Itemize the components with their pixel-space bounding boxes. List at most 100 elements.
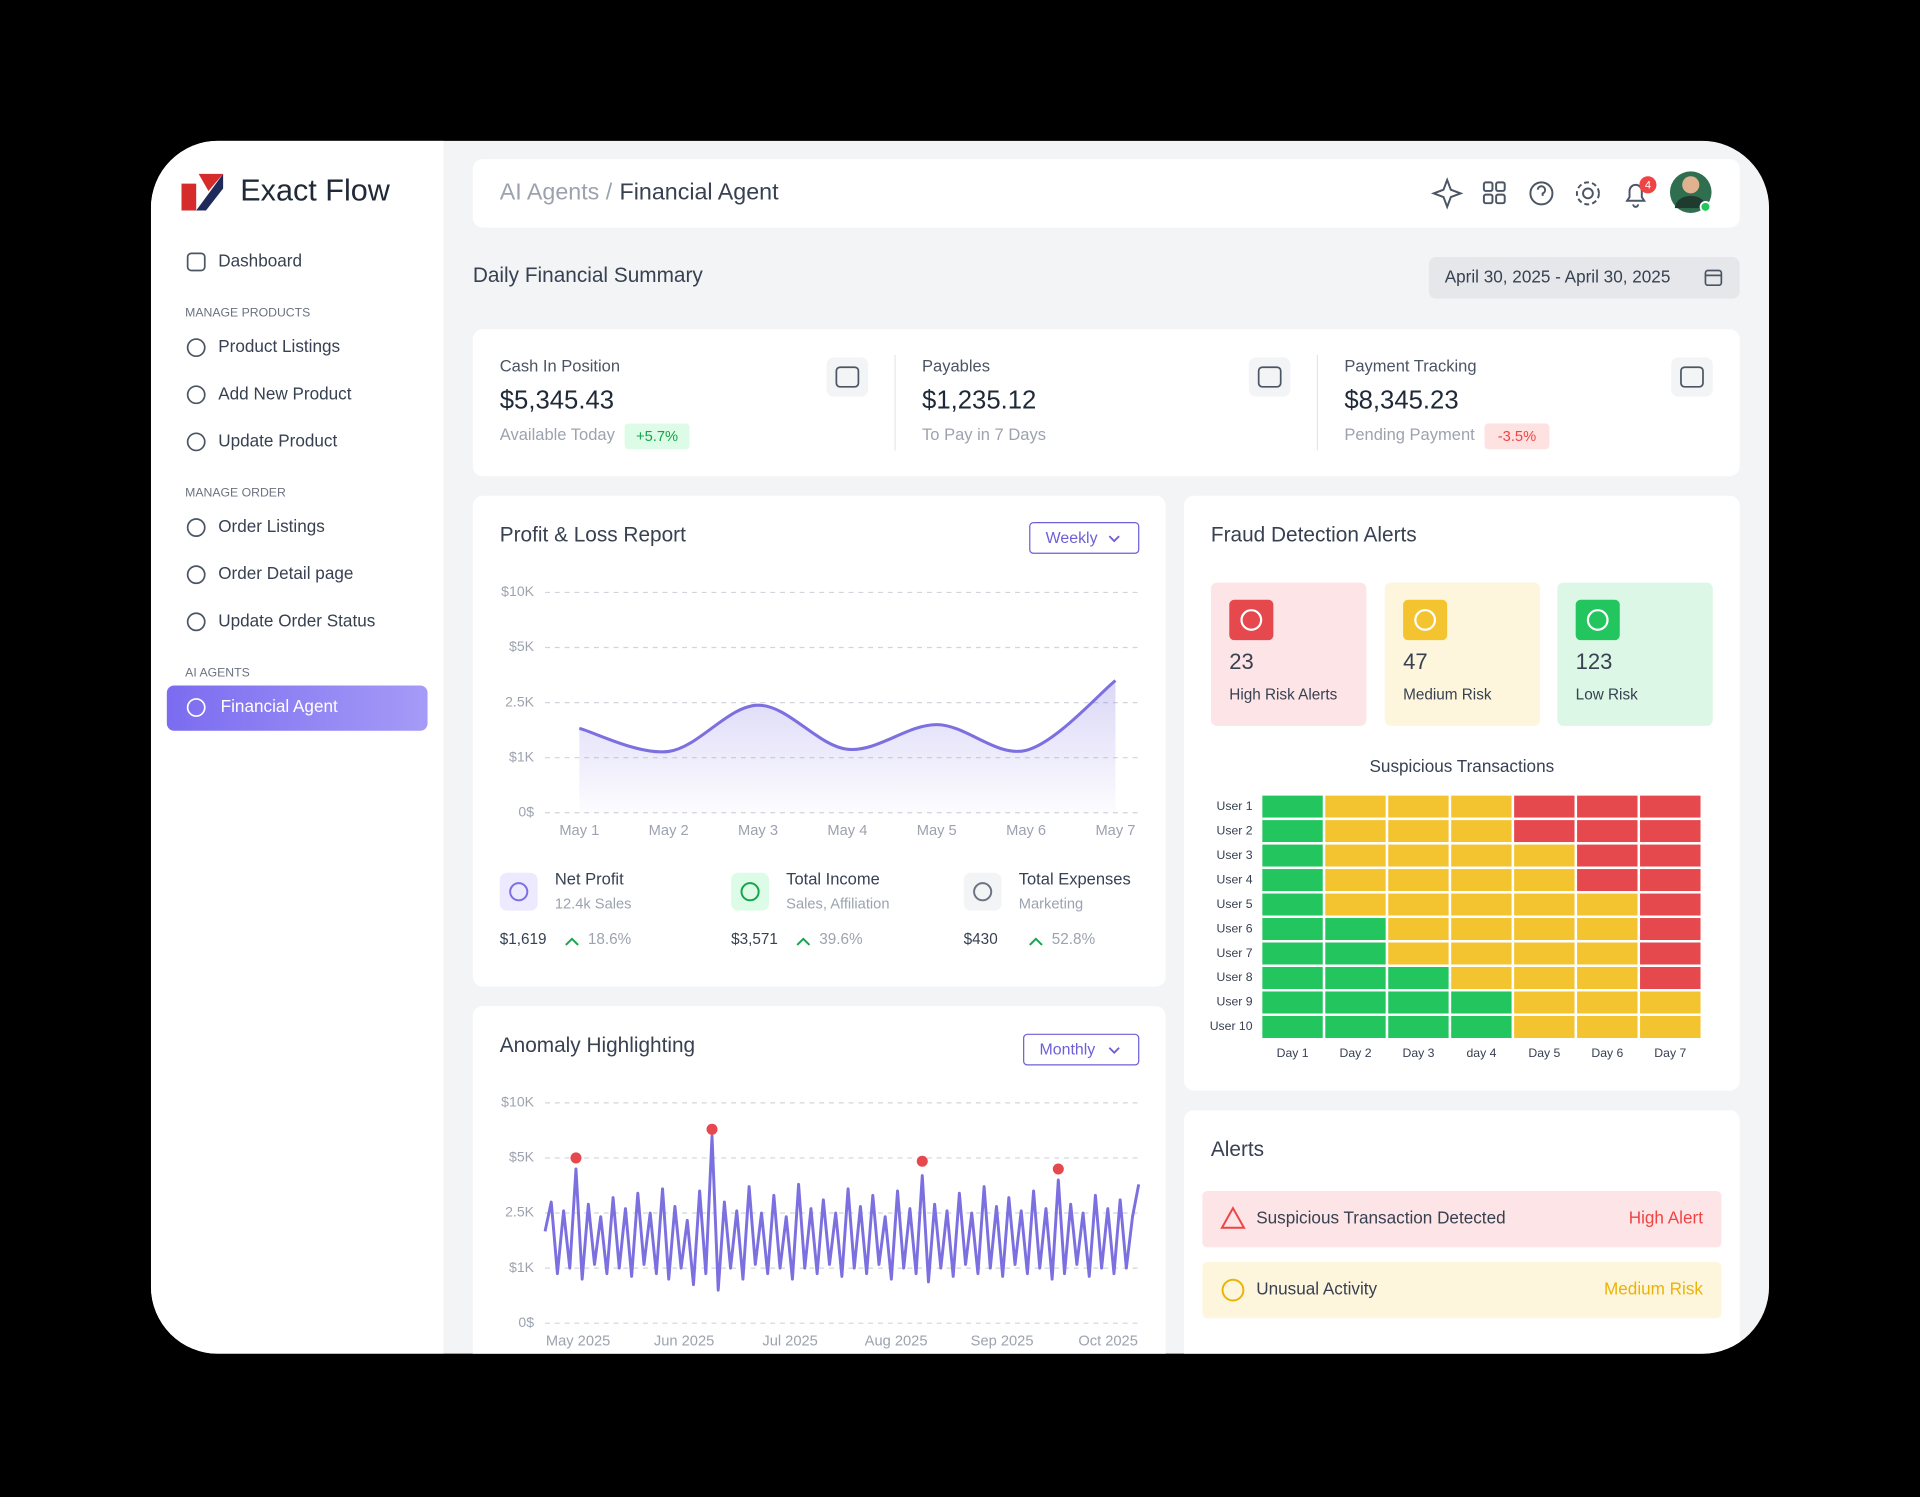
- y-tick-label: 2.5K: [505, 1204, 535, 1220]
- heat-cell: [1322, 866, 1389, 894]
- alert-icon: [1220, 1206, 1246, 1229]
- risk-glyph: [1240, 609, 1263, 631]
- risk-icon: [1575, 599, 1620, 641]
- heat-cell: [1385, 989, 1452, 1016]
- heat-cell: [1322, 793, 1389, 821]
- breadcrumb-parent[interactable]: AI Agents /: [500, 179, 613, 205]
- alert-row[interactable]: [1202, 1261, 1722, 1319]
- heat-cell: [1511, 817, 1578, 845]
- grid-icon[interactable]: [1482, 181, 1494, 192]
- anomaly-point: [706, 1123, 718, 1135]
- nav-item[interactable]: Order Listings: [218, 516, 325, 536]
- heat-cell: [1259, 793, 1326, 821]
- nav-icon: [186, 338, 206, 358]
- col-label: Day 2: [1340, 1046, 1372, 1060]
- nav-item[interactable]: Order Detail page: [218, 563, 353, 583]
- brand: Exact Flow: [240, 173, 391, 207]
- x-tick-label: Jul 2025: [762, 1333, 817, 1349]
- x-tick-label: May 2: [649, 823, 689, 839]
- risk-label: High Risk Alerts: [1229, 686, 1337, 703]
- stat-growth: 39.6%: [819, 931, 863, 948]
- nav-active: [166, 685, 428, 731]
- heat-cell: [1574, 793, 1641, 821]
- x-tick-label: Oct 2025: [1078, 1333, 1138, 1349]
- heat-cell: [1448, 989, 1515, 1016]
- kpi-caption: To Pay in 7 Days: [922, 425, 1046, 444]
- sidebar: [150, 140, 444, 1354]
- heat-cell: [1574, 964, 1641, 992]
- nav-heading: MANAGE ORDER: [185, 486, 286, 500]
- kpi-icon: [1671, 357, 1713, 397]
- col-label: Day 7: [1654, 1046, 1686, 1060]
- stat-amount: $1,619: [500, 931, 547, 948]
- heat-cell: [1574, 842, 1641, 870]
- row-label: User 9: [1216, 995, 1252, 1009]
- period-select[interactable]: [1029, 522, 1140, 554]
- heat-cell: [1385, 842, 1452, 870]
- y-tick-label: 2.5K: [505, 693, 535, 709]
- card-title: Fraud Detection Alerts: [1211, 524, 1417, 547]
- kpi-caption: Pending Payment: [1344, 425, 1475, 444]
- help-icon[interactable]: [1529, 181, 1554, 206]
- kpi-label: Payables: [922, 357, 990, 376]
- row-label: User 7: [1216, 946, 1252, 960]
- heat-cell: [1511, 964, 1578, 992]
- period[interactable]: Monthly: [1040, 1041, 1096, 1058]
- stat-name: Total Income: [786, 869, 880, 888]
- bell-icon[interactable]: [1625, 183, 1647, 208]
- stat-icon: [963, 872, 1002, 911]
- stat-icon: [731, 872, 770, 911]
- x-tick-label: May 3: [738, 823, 778, 839]
- breadcrumb: AI Agents / Financial Agent: [500, 179, 779, 205]
- nav-item[interactable]: Update Product: [218, 430, 337, 450]
- line: [578, 679, 1117, 754]
- heat-cell: [1259, 866, 1326, 894]
- calendar-icon[interactable]: [1704, 269, 1723, 287]
- stat-growth: 18.6%: [588, 931, 632, 948]
- kpi-icon: [826, 357, 869, 397]
- nav-item[interactable]: Product Listings: [218, 336, 340, 356]
- heat-cell: [1448, 964, 1515, 992]
- heat-cell: [1574, 940, 1641, 967]
- badge: [1639, 176, 1657, 194]
- nav-item[interactable]: Update Order Status: [218, 610, 375, 630]
- nav-icon: [186, 612, 206, 632]
- alert-row[interactable]: [1202, 1190, 1722, 1248]
- heat-cell: [1448, 842, 1515, 870]
- kpi-value: $1,235.12: [922, 386, 1036, 414]
- card-title: Anomaly Highlighting: [500, 1034, 695, 1057]
- alert-icon: [1221, 1278, 1245, 1302]
- stat-amount: $3,571: [731, 931, 778, 948]
- heat-cell: [1322, 842, 1389, 870]
- header-icons[interactable]: [1430, 177, 1647, 210]
- heat-cell: [1385, 793, 1452, 821]
- alert-message: Unusual Activity: [1256, 1279, 1377, 1299]
- y-tick-label: 0$: [518, 1314, 534, 1330]
- heat-cell: [1385, 1013, 1452, 1041]
- kpi-value: $5,345.43: [500, 386, 614, 414]
- kpi-label: Payment Tracking: [1344, 357, 1476, 376]
- heat-cell: [1385, 964, 1452, 992]
- period-select[interactable]: [1023, 1033, 1140, 1066]
- heat-cell: [1511, 940, 1578, 967]
- kpi-icon-glyph: [1680, 366, 1704, 388]
- kpi-icon-glyph: [835, 366, 860, 388]
- nav-item[interactable]: Add New Product: [218, 383, 352, 403]
- sparkle-icon[interactable]: [1430, 177, 1464, 210]
- y-tick-label: $1K: [509, 1259, 535, 1275]
- alert-message: Suspicious Transaction Detected: [1256, 1208, 1505, 1228]
- heat-cell: [1637, 793, 1703, 821]
- risk-glyph: [1586, 609, 1609, 631]
- date-range[interactable]: April 30, 2025 - April 30, 2025: [1445, 266, 1671, 286]
- period[interactable]: Weekly: [1046, 530, 1098, 547]
- nav-item[interactable]: Financial Agent: [221, 696, 338, 716]
- nav-item[interactable]: Dashboard: [218, 250, 302, 270]
- stat-growth: 52.8%: [1052, 931, 1096, 948]
- heat-cell: [1322, 989, 1389, 1016]
- heat-cell: [1259, 842, 1326, 870]
- heat-cell: [1637, 817, 1703, 845]
- settings-icon[interactable]: [1582, 187, 1594, 200]
- heat-cell: [1511, 793, 1578, 821]
- anomaly-point: [916, 1155, 928, 1167]
- date-picker[interactable]: [1428, 257, 1740, 299]
